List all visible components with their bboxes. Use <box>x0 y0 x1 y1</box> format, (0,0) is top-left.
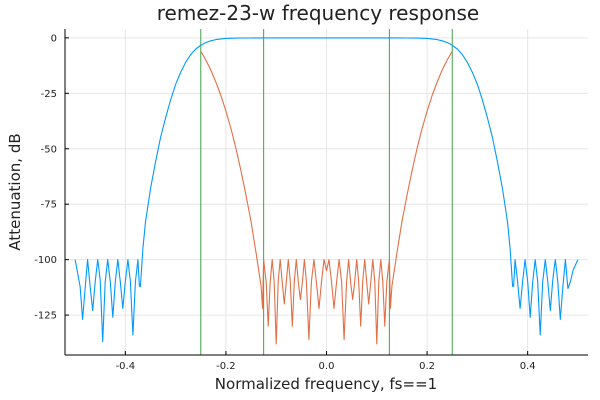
y-tick-label: -75 <box>41 200 57 211</box>
x-tick-label: 0.2 <box>419 361 435 372</box>
x-tick-label: -0.2 <box>216 361 236 372</box>
x-axis-label: Normalized frequency, fs==1 <box>215 375 437 393</box>
chart-title: remez-23-w frequency response <box>157 1 479 25</box>
y-tick-label: -50 <box>41 144 57 155</box>
y-ticks: 0 -25 -50 -75 -100 -125 <box>34 33 69 322</box>
y-tick-label: -25 <box>41 89 57 100</box>
x-tick-label: -0.4 <box>116 361 136 372</box>
series-lines <box>74 37 579 345</box>
y-tick-label: 0 <box>51 33 57 44</box>
y-tick-label: -125 <box>34 311 57 322</box>
series-line-1 <box>74 37 579 343</box>
y-tick-label: -100 <box>34 255 57 266</box>
y-axis-label: Attenuation, dB <box>6 133 24 250</box>
x-tick-label: 0.0 <box>319 361 335 372</box>
x-tick-label: 0.4 <box>520 361 536 372</box>
band-edge-lines <box>200 29 453 355</box>
series-line-2 <box>200 50 453 345</box>
x-ticks: -0.4 -0.2 0.0 0.2 0.4 <box>116 351 536 372</box>
